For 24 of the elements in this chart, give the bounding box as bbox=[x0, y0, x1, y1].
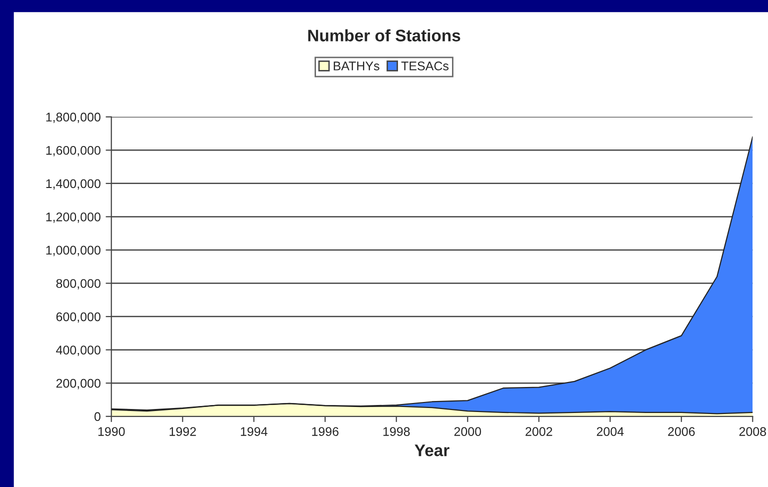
legend-label: TESACs bbox=[401, 62, 449, 70]
y-tick-label: 1,600,000 bbox=[46, 146, 100, 156]
y-tick-label: 1,000,000 bbox=[46, 246, 100, 256]
x-tick-label: 2004 bbox=[596, 427, 624, 436]
y-tick-label: 600,000 bbox=[56, 312, 100, 323]
x-tick-label: 2002 bbox=[526, 427, 552, 436]
x-tick-label: 1994 bbox=[240, 427, 268, 436]
y-tick-label: 200,000 bbox=[56, 378, 100, 390]
x-tick-label: 1992 bbox=[170, 427, 196, 436]
y-tick-label: 1,400,000 bbox=[46, 179, 100, 190]
x-tick-label: 2008 bbox=[739, 427, 766, 436]
x-tick-label: 2006 bbox=[668, 427, 695, 436]
legend-label: BATHYs bbox=[334, 62, 380, 70]
y-tick-label: 1,800,000 bbox=[46, 112, 100, 124]
y-tick-label: 400,000 bbox=[56, 346, 100, 356]
x-tick-label: 1998 bbox=[383, 427, 410, 436]
y-tick-label: 1,200,000 bbox=[46, 212, 100, 223]
y-tick-label: 800,000 bbox=[56, 279, 100, 290]
x-tick-label: 1990 bbox=[98, 427, 125, 436]
x-tick-label: 1996 bbox=[312, 427, 338, 436]
chart-title: Number of Stations bbox=[308, 29, 460, 42]
y-tick-label: 0 bbox=[94, 412, 100, 422]
x-axis-title: Year bbox=[414, 444, 450, 456]
x-tick-label: 2000 bbox=[454, 427, 482, 436]
